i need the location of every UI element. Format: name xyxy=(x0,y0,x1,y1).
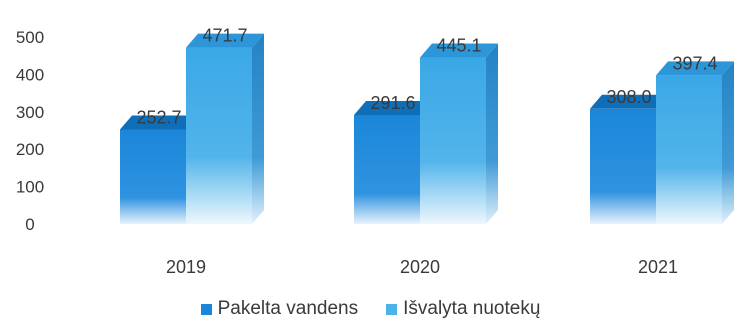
legend-label-series-2: Išvalyta nuotekų xyxy=(403,298,541,319)
data-labels-layer: 252.7 471.7 291.6 445.1 308.0 397.4 xyxy=(136,26,717,128)
data-label-series-1-2020: 291.6 xyxy=(370,93,415,113)
x-category-label-2020: 2020 xyxy=(400,257,440,277)
data-label-series-2-2019: 471.7 xyxy=(202,26,247,46)
y-tick-label-0: 0 xyxy=(25,215,34,234)
x-category-label-2019: 2019 xyxy=(166,257,206,277)
legend-swatch-series-2 xyxy=(386,303,398,315)
legend-label-series-1: Pakelta vandens xyxy=(217,298,359,319)
x-axis: 2019 2020 2021 xyxy=(166,257,678,277)
data-label-series-1-2019: 252.7 xyxy=(136,107,181,127)
legend-swatch-series-1 xyxy=(200,303,212,315)
bar-series-2-2019 xyxy=(186,33,264,225)
bar-series-2-2021 xyxy=(656,61,734,224)
x-category-label-2021: 2021 xyxy=(638,257,678,277)
y-tick-label-5: 500 xyxy=(16,28,44,47)
legend: Pakelta vandens Išvalyta nuotekų xyxy=(0,296,741,322)
bars-layer xyxy=(120,33,734,225)
bar-series-1-2020 xyxy=(354,100,432,224)
data-label-series-2-2021: 397.4 xyxy=(672,53,717,73)
y-axis: 0 100 200 300 400 500 xyxy=(16,28,44,234)
data-label-series-2-2020: 445.1 xyxy=(436,36,481,56)
data-label-series-1-2021: 308.0 xyxy=(606,87,651,107)
legend-item-series-2: Išvalyta nuotekų xyxy=(386,298,540,320)
y-tick-label-2: 200 xyxy=(16,140,44,159)
legend-item-series-1: Pakelta vandens xyxy=(200,298,359,320)
y-tick-label-1: 100 xyxy=(16,178,44,197)
bar-chart: 0 100 200 300 400 500 252.7 471.7 291.6 445.1 308… xyxy=(16,26,734,277)
bar-series-2-2020 xyxy=(420,43,498,225)
y-tick-label-3: 300 xyxy=(16,103,44,122)
y-tick-label-4: 400 xyxy=(16,65,44,84)
